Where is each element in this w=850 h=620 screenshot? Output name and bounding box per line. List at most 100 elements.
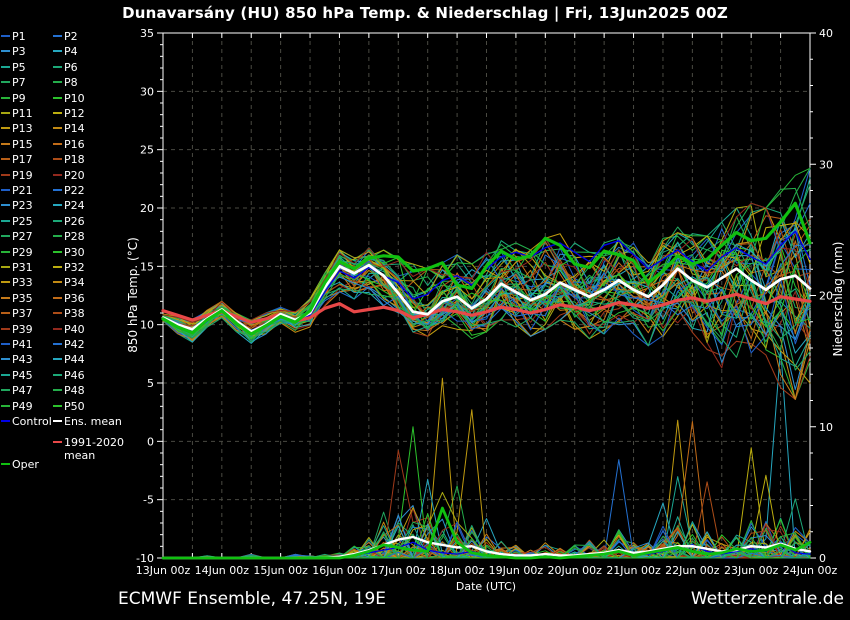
- legend-swatch-p12: [53, 112, 62, 114]
- footer-brand: Wetterzentrale.de: [690, 589, 844, 609]
- legend-item-p37: P37: [1, 307, 33, 320]
- legend-item-p36: P36: [53, 292, 85, 305]
- legend-swatch-p9: [1, 96, 10, 99]
- legend-swatch-p37: [1, 312, 10, 315]
- svg-text:30: 30: [140, 85, 154, 98]
- svg-text:17Jun 00z: 17Jun 00z: [371, 564, 426, 577]
- legend-swatch-p22: [53, 189, 62, 191]
- legend-swatch-p26: [53, 219, 62, 222]
- legend-swatch-p18: [53, 158, 62, 161]
- legend-swatch-p6: [53, 65, 62, 68]
- legend-item-p47: P47: [1, 384, 33, 397]
- legend-item-p6: P6: [53, 61, 78, 74]
- legend-swatch-p8: [53, 81, 62, 84]
- svg-text:20Jun 00z: 20Jun 00z: [548, 564, 603, 577]
- svg-text:0: 0: [819, 552, 826, 565]
- svg-text:24Jun 00z: 24Jun 00z: [783, 564, 838, 577]
- legend-item-p23: P23: [1, 199, 33, 212]
- legend-item-p3: P3: [1, 45, 26, 58]
- svg-text:15: 15: [140, 260, 154, 273]
- legend-item-p31: P31: [1, 261, 33, 274]
- legend-swatch-p36: [53, 296, 62, 299]
- svg-text:5: 5: [147, 377, 154, 390]
- legend-item-control: Control: [1, 415, 52, 428]
- legend-swatch-climate-mean: [53, 441, 62, 443]
- legend-item-p4: P4: [53, 45, 78, 58]
- legend-item-p7: P7: [1, 76, 26, 89]
- svg-text:35: 35: [140, 27, 154, 40]
- legend-swatch-ens-mean: [53, 420, 62, 422]
- legend-swatch-p11: [1, 112, 10, 114]
- legend-swatch-p10: [53, 96, 62, 99]
- oper-temp-line: [161, 201, 812, 336]
- legend-item-p43: P43: [1, 353, 33, 366]
- right-axis-title: Niederschlag (mm): [831, 241, 845, 357]
- legend-item-p12: P12: [53, 107, 85, 120]
- legend-item-p14: P14: [53, 122, 85, 135]
- svg-text:13Jun 00z: 13Jun 00z: [136, 564, 191, 577]
- legend-item-p49: P49: [1, 400, 33, 413]
- legend-item-p18: P18: [53, 153, 85, 166]
- legend-item-p16: P16: [53, 138, 85, 151]
- legend-swatch-p15: [1, 142, 10, 145]
- legend-item-p22: P22: [53, 184, 85, 197]
- legend-swatch-p34: [53, 281, 62, 284]
- legend-swatch-p20: [53, 173, 62, 176]
- legend-item-p32: P32: [53, 261, 85, 274]
- svg-text:20: 20: [140, 202, 154, 215]
- legend-item-ens-mean: Ens. mean: [53, 415, 122, 428]
- legend-swatch-p44: [53, 358, 62, 361]
- oper-precip-line: [161, 506, 812, 560]
- legend-item-p33: P33: [1, 276, 33, 289]
- legend-item-climate-mean: 1991-2020 mean: [53, 436, 124, 462]
- legend-item-p40: P40: [53, 323, 85, 336]
- gridlines: [163, 33, 810, 558]
- legend-item-p9: P9: [1, 92, 26, 105]
- legend: P1 P2 P3 P4 P5 P6 P7 P8 P9 P10 P11 P12 P13 P14 P15 P16 P…: [0, 30, 166, 480]
- legend-swatch-p40: [53, 327, 62, 330]
- svg-text:16Jun 00z: 16Jun 00z: [312, 564, 367, 577]
- legend-swatch-p21: [1, 189, 10, 191]
- legend-item-p42: P42: [53, 338, 85, 351]
- svg-text:22Jun 00z: 22Jun 00z: [665, 564, 720, 577]
- svg-text:-10: -10: [136, 552, 154, 565]
- legend-swatch-p39: [1, 327, 10, 330]
- svg-text:21Jun 00z: 21Jun 00z: [606, 564, 661, 577]
- legend-item-p13: P13: [1, 122, 33, 135]
- legend-item-p50: P50: [53, 400, 85, 413]
- svg-text:20: 20: [819, 290, 833, 303]
- legend-swatch-control: [1, 420, 10, 422]
- legend-swatch-p32: [53, 266, 62, 268]
- svg-text:40: 40: [819, 27, 833, 40]
- svg-text:10: 10: [140, 319, 154, 332]
- chart-title: Dunavarsány (HU) 850 hPa Temp. & Nieders…: [122, 4, 728, 22]
- legend-swatch-p17: [1, 158, 10, 161]
- legend-item-p45: P45: [1, 369, 33, 382]
- axis-tick-labels: -10 -5 0 5 10 15 20 25 30 35 0 10 20 30 40 13Jun 00z 14J…: [136, 27, 838, 577]
- legend-swatch-p16: [53, 142, 62, 145]
- legend-swatch-p50: [53, 404, 62, 407]
- legend-swatch-p48: [53, 389, 62, 392]
- legend-swatch-p42: [53, 343, 62, 345]
- svg-text:0: 0: [147, 435, 154, 448]
- legend-item-p24: P24: [53, 199, 85, 212]
- svg-text:19Jun 00z: 19Jun 00z: [489, 564, 544, 577]
- legend-item-p35: P35: [1, 292, 33, 305]
- legend-item-p2: P2: [53, 30, 78, 43]
- legend-item-p44: P44: [53, 353, 85, 366]
- plot-frame: [162, 32, 811, 559]
- climate-mean-line: [161, 292, 812, 324]
- legend-swatch-p24: [53, 204, 62, 207]
- legend-item-p41: P41: [1, 338, 33, 351]
- legend-item-p1: P1: [1, 30, 26, 43]
- legend-swatch-p45: [1, 373, 10, 376]
- legend-swatch-p35: [1, 296, 10, 299]
- legend-swatch-p14: [53, 127, 62, 130]
- legend-item-p46: P46: [53, 369, 85, 382]
- legend-swatch-p46: [53, 373, 62, 376]
- legend-item-p15: P15: [1, 138, 33, 151]
- legend-item-p19: P19: [1, 169, 33, 182]
- legend-item-p20: P20: [53, 169, 85, 182]
